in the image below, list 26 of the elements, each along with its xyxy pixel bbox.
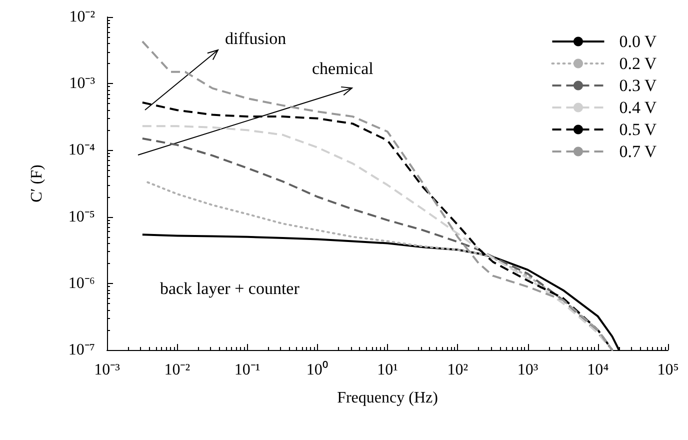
x-tick-label: 10⁻¹ [234, 362, 260, 378]
y-axis-title: C′ (F) [28, 164, 46, 202]
y-tick-label: 10⁻⁶ [68, 274, 95, 292]
annotation: diffusion [225, 29, 287, 48]
x-tick-label: 10² [447, 362, 468, 378]
legend-label: 0.2 V [619, 54, 658, 73]
legend-label: 0.0 V [619, 32, 658, 51]
x-axis-title: Frequency (Hz) [337, 390, 438, 406]
x-tick-label: 10⁵ [657, 362, 679, 378]
legend-label: 0.5 V [619, 120, 658, 139]
x-tick-label: 10⁴ [587, 362, 610, 378]
annotation: back layer + counter [160, 279, 300, 298]
y-tick-label: 10⁻² [69, 8, 96, 26]
x-tick-label: 10⁰ [306, 360, 328, 378]
legend-label: 0.3 V [619, 76, 658, 95]
y-tick-label: 10⁻⁴ [68, 142, 96, 159]
x-tick-label: 10⁻³ [94, 362, 120, 378]
y-tick-label: 10⁻⁵ [68, 208, 95, 226]
legend-label: 0.7 V [619, 142, 658, 161]
annotation: chemical [312, 59, 374, 78]
legend-label: 0.4 V [619, 98, 658, 117]
y-tick-label: 10⁻³ [69, 75, 96, 92]
y-tick-label: 10⁻⁷ [68, 342, 95, 358]
x-tick-label: 10¹ [377, 362, 398, 378]
x-tick-label: 10⁻² [164, 362, 190, 378]
x-tick-label: 10³ [517, 362, 538, 378]
